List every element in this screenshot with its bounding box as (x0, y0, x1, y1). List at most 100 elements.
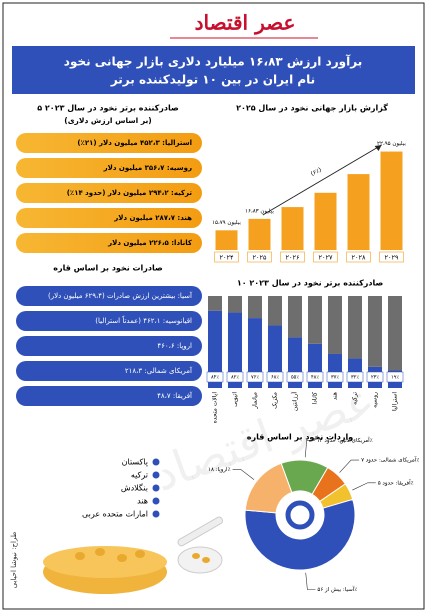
value-label: ۳۲٪ (351, 375, 359, 381)
bar-segment (328, 296, 342, 354)
chart-title: گزارش بازار جهانی نخود در سال ۲۰۲۵ (236, 103, 388, 114)
value-label: ۲۳٪ (371, 375, 379, 381)
x-tick-label: ۲۰۲۶ (286, 254, 300, 262)
bar (347, 174, 370, 250)
exporter-pill (16, 158, 202, 178)
bar-segment (388, 296, 402, 371)
bar (215, 230, 238, 250)
arrow-head (374, 145, 382, 151)
year-box (379, 251, 404, 263)
x-tick-label: ایالات متحده (212, 392, 219, 424)
continent-pill (16, 361, 202, 381)
value-label: ۲۲،۹۵ بیلیون (377, 141, 406, 147)
donut-center (278, 493, 322, 537)
x-tick-label: کانادا (312, 392, 319, 405)
year-box (346, 251, 371, 263)
leader-line (352, 482, 376, 491)
leader-line (305, 572, 316, 590)
bar (314, 192, 337, 250)
bar-segment (248, 318, 262, 388)
value-label: ۱۹٪ (391, 375, 399, 381)
year-box (313, 251, 338, 263)
exporter-text: روسیه: ۳۵۶،۷ میلیون دلار (103, 164, 192, 172)
bullet (152, 510, 160, 518)
exporter-text: کانادا: ۲۲۶،۵ میلیون دلار (107, 239, 193, 247)
bar-segment (228, 296, 242, 313)
slice-label: آمریکای لاتین: حدود ۱۴٪ (317, 437, 373, 444)
year-box (247, 251, 272, 263)
donut-slice (244, 498, 356, 571)
value-label: ۷۶٪ (251, 375, 259, 381)
exporter-pill (16, 233, 202, 253)
value-label: ۳۷٪ (331, 375, 339, 381)
continent-pill (16, 311, 202, 331)
continent-text: اقیانوسیه: ۴۶۲،۱ (عمدتاً استرالیا) (95, 315, 192, 325)
importer-text: امارات متحده عربی (82, 510, 148, 519)
leader-line (232, 468, 255, 480)
value-box (226, 371, 244, 383)
x-tick-label: ۲۰۲۹ (385, 254, 399, 262)
value-box (366, 371, 384, 383)
importer-text: پاکستان (122, 458, 148, 467)
x-tick-label: روسیه (372, 392, 379, 408)
chart-title: واردات نخود بر اساس قاره (247, 433, 353, 443)
continent-pill (16, 386, 202, 406)
continent-pill (16, 336, 202, 356)
value-label: ۶۸٪ (271, 375, 279, 381)
value-box (326, 371, 344, 383)
x-tick-label: اتیوپی (232, 392, 239, 407)
year-box (214, 251, 239, 263)
bullet (152, 484, 160, 492)
value-box (246, 371, 264, 383)
value-box (206, 371, 224, 383)
x-tick-label: ۲۰۲۷ (319, 254, 333, 262)
bar-segment (208, 296, 222, 311)
exporter-pill (16, 183, 202, 203)
x-tick-label: میانمار (252, 392, 259, 410)
value-label: ۸۲٪ (231, 375, 239, 381)
bar (248, 218, 271, 250)
slice-label: آسیا: بیش از ۵۶٪ (317, 586, 357, 593)
leader-line (304, 440, 315, 458)
bullet (152, 497, 160, 505)
annotation: (۶٪) (310, 166, 323, 177)
title-line: نام ایران در بین ۱۰ تولیدکننده برتر (110, 73, 315, 88)
exporter-pill (16, 208, 202, 228)
value-box (386, 371, 404, 383)
section-title: ۵ صادرکننده برتر نخود در سال ۲۰۲۳ (37, 104, 179, 113)
bar-segment (268, 296, 282, 326)
value-box (286, 371, 304, 383)
trend-arrow (262, 144, 382, 216)
bullet (152, 471, 160, 479)
x-tick-label: ۲۰۲۵ (253, 254, 267, 262)
credit: طراح: نیوشا احیایی (10, 531, 18, 588)
bar-segment (248, 296, 262, 319)
value-label: ۱۵،۷۹ بیلیون (212, 220, 241, 226)
title-line: برآورد ارزش ۱۶،۸۳ میلیارد دلاری بازار جه… (64, 54, 362, 70)
continent-pill (16, 286, 202, 306)
value-label: ۵۵٪ (291, 375, 299, 381)
section-subtitle: (بر اساس ارزش دلاری) (64, 116, 151, 125)
bar-segment (228, 312, 242, 388)
x-tick-label: ۲۰۲۸ (352, 254, 366, 262)
chickpea-bowl (43, 516, 224, 594)
value-label: ۴۸٪ (311, 375, 319, 381)
section-title: صادرات نخود بر اساس قاره (53, 264, 163, 274)
slice-label: اروپا: ۱۸٪ (208, 467, 231, 473)
value-box (306, 371, 324, 383)
year-box (280, 251, 305, 263)
continent-text: آمریکای شمالی: ۲۱۸،۳ (125, 366, 193, 375)
exporter-pill (16, 133, 202, 153)
value-label: ۱۶،۸۳ بیلیون (245, 208, 274, 214)
bar-segment (348, 296, 362, 359)
logo: عصر اقتصاد (195, 11, 296, 36)
exporter-text: استرالیا: ۴۵۲،۳ میلیون دلار (۲۱٪) (77, 139, 192, 147)
x-tick-label: آرژانتین (290, 392, 299, 411)
slice-label: آمریکای شمالی: حدود ۷٪ (361, 457, 419, 464)
continent-text: آفریقا: ۴۸،۷ (157, 391, 193, 400)
bar-segment (328, 353, 342, 388)
value-label: ۸۴٪ (211, 375, 219, 381)
bullet (152, 458, 160, 466)
importer-text: هند (137, 497, 148, 506)
